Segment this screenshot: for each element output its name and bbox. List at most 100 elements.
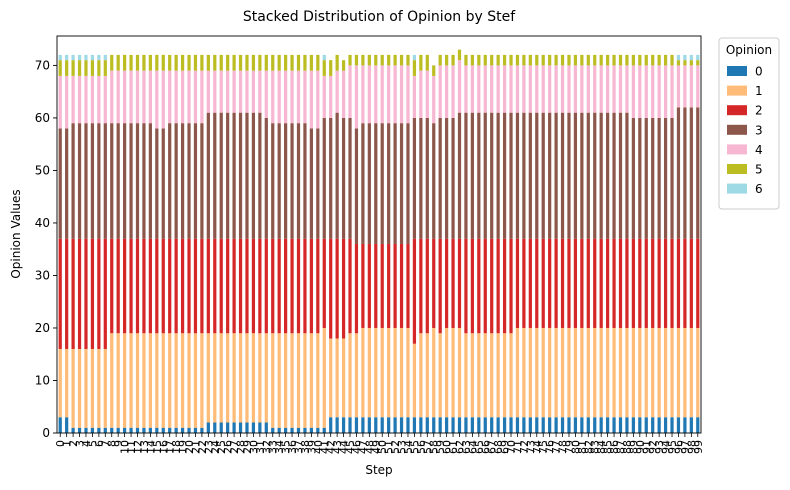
bar-step-95-opinion-3 <box>670 117 674 239</box>
legend-swatch-5 <box>727 164 747 174</box>
bar-step-29-opinion-3 <box>245 112 249 239</box>
bar-step-0-opinion-3 <box>58 128 62 239</box>
x-tick-label: 50 <box>376 440 389 454</box>
bar-step-20-opinion-3 <box>187 123 191 239</box>
bar-step-57-opinion-3 <box>425 117 429 239</box>
bar-step-18-opinion-1 <box>174 333 178 428</box>
bar-step-21-opinion-0 <box>193 427 198 433</box>
bar-step-70-opinion-3 <box>509 112 513 239</box>
x-tick-label: 96 <box>672 440 685 454</box>
bar-step-1-opinion-6 <box>65 54 69 61</box>
x-tick-label: 41 <box>318 440 331 454</box>
bar-step-15-opinion-3 <box>155 128 159 239</box>
bar-step-39-opinion-4 <box>309 70 313 129</box>
bar-step-99-opinion-5 <box>696 60 700 66</box>
bar-step-35-opinion-4 <box>284 70 288 124</box>
bar-step-30-opinion-3 <box>251 112 256 239</box>
x-tick-label: 67 <box>486 440 499 454</box>
bar-step-96-opinion-0 <box>676 417 681 433</box>
bar-step-78-opinion-0 <box>560 417 565 433</box>
x-tick-label: 91 <box>640 440 653 454</box>
bar-step-17-opinion-2 <box>168 238 172 334</box>
bar-step-9-opinion-4 <box>116 70 120 124</box>
bar-step-95-opinion-1 <box>670 327 674 418</box>
bar-step-68-opinion-2 <box>496 238 500 334</box>
bar-step-58-opinion-2 <box>432 238 436 328</box>
bar-step-75-opinion-1 <box>541 327 545 418</box>
bar-step-16-opinion-1 <box>161 333 165 428</box>
bar-step-43-opinion-2 <box>335 238 339 339</box>
bar-step-53-opinion-2 <box>399 243 404 328</box>
bar-step-51-opinion-4 <box>387 65 391 124</box>
bar-step-53-opinion-3 <box>399 123 404 244</box>
x-tick-label: 31 <box>254 440 267 454</box>
bar-step-86-opinion-1 <box>612 327 616 418</box>
bar-step-94-opinion-4 <box>663 65 668 118</box>
bar-step-89-opinion-4 <box>631 65 635 118</box>
bar-step-59-opinion-2 <box>438 238 442 334</box>
bar-step-28-opinion-3 <box>238 112 243 239</box>
x-tick-label: 58 <box>428 440 441 454</box>
bar-step-91-opinion-3 <box>644 117 648 239</box>
bar-step-94-opinion-3 <box>663 117 668 239</box>
bar-step-55-opinion-0 <box>412 417 417 433</box>
bar-step-92-opinion-0 <box>651 417 655 433</box>
bar-step-18-opinion-0 <box>174 427 178 433</box>
x-tick-label: 6 <box>93 440 106 447</box>
x-tick-label: 10 <box>119 440 132 454</box>
x-tick-label: 61 <box>447 440 460 454</box>
bars-group <box>58 49 700 433</box>
x-axis: 0123456789101112131415161718192021222324… <box>54 433 705 454</box>
bar-step-79-opinion-5 <box>567 54 571 66</box>
bar-step-17-opinion-1 <box>168 333 172 428</box>
bar-step-26-opinion-3 <box>226 112 230 239</box>
bar-step-51-opinion-0 <box>387 417 391 433</box>
x-tick-label: 60 <box>441 440 454 454</box>
bar-step-67-opinion-2 <box>490 238 494 334</box>
bar-step-65-opinion-3 <box>477 112 481 239</box>
bar-step-16-opinion-5 <box>161 54 165 71</box>
bar-step-14-opinion-3 <box>148 123 152 239</box>
bar-step-52-opinion-2 <box>393 243 397 328</box>
bar-step-64-opinion-1 <box>470 333 474 418</box>
bar-step-39-opinion-0 <box>309 427 313 433</box>
bar-step-99-opinion-0 <box>696 417 700 433</box>
bar-step-24-opinion-0 <box>213 422 217 433</box>
bar-step-81-opinion-1 <box>580 327 584 418</box>
bar-step-15-opinion-5 <box>155 54 159 71</box>
bar-step-95-opinion-2 <box>670 238 674 328</box>
bar-step-79-opinion-1 <box>567 327 571 418</box>
bar-step-97-opinion-3 <box>683 107 687 239</box>
x-tick-label: 21 <box>189 440 202 454</box>
bar-step-58-opinion-3 <box>432 123 436 239</box>
x-tick-label: 44 <box>338 440 351 454</box>
x-tick-label: 3 <box>74 440 87 447</box>
bar-step-82-opinion-4 <box>586 65 590 113</box>
bar-step-72-opinion-3 <box>522 112 526 239</box>
x-tick-label: 30 <box>247 440 260 454</box>
bar-step-30-opinion-0 <box>251 422 256 433</box>
bar-step-8-opinion-1 <box>110 333 114 428</box>
bar-step-74-opinion-4 <box>535 65 539 113</box>
bar-step-6-opinion-2 <box>97 238 101 349</box>
bar-step-12-opinion-2 <box>135 238 140 334</box>
bar-step-69-opinion-5 <box>502 54 507 66</box>
bar-step-87-opinion-3 <box>618 112 623 239</box>
bar-step-76-opinion-3 <box>548 112 552 239</box>
bar-step-82-opinion-2 <box>586 238 590 328</box>
bar-step-27-opinion-0 <box>232 422 236 433</box>
bar-step-5-opinion-4 <box>90 75 95 124</box>
bar-step-84-opinion-2 <box>599 238 603 328</box>
bar-step-13-opinion-1 <box>142 333 146 428</box>
legend-label-3: 3 <box>755 123 763 137</box>
x-tick-label: 5 <box>86 440 99 447</box>
x-tick-label: 9 <box>112 440 125 447</box>
bar-step-5-opinion-6 <box>90 54 95 61</box>
x-tick-label: 77 <box>550 440 563 454</box>
bar-step-90-opinion-2 <box>638 238 642 328</box>
bar-step-78-opinion-4 <box>560 65 565 113</box>
bar-step-46-opinion-1 <box>354 333 359 418</box>
bar-step-0-opinion-0 <box>58 417 62 433</box>
bar-step-83-opinion-1 <box>593 327 597 418</box>
bar-step-54-opinion-3 <box>406 123 410 244</box>
